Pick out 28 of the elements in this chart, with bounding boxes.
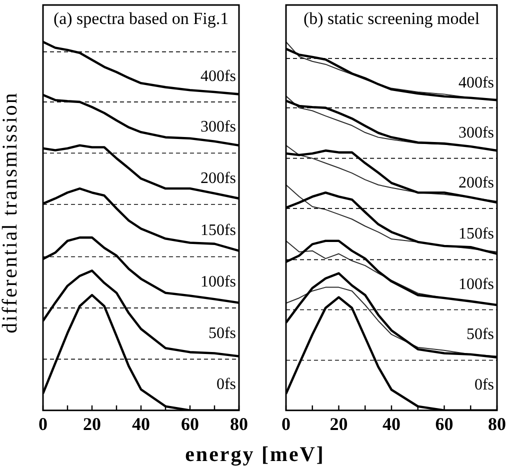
annotation: 300fs [458, 124, 494, 142]
x-tick-label: 20 [83, 414, 101, 434]
annotation: 0fs [216, 376, 236, 393]
chart-title: (b) static screening model [303, 8, 480, 28]
x-tick-label: 80 [230, 414, 248, 434]
annotation: 50fs [466, 326, 494, 344]
annotation: 300fs [200, 118, 236, 136]
x-tick-label: 40 [382, 414, 400, 434]
annotation: 400fs [200, 68, 236, 86]
annotation: 100fs [200, 274, 236, 291]
annotation: 50fs [208, 324, 236, 342]
x-tick-label: 80 [488, 414, 506, 434]
x-tick-label: 60 [181, 414, 199, 434]
x-tick-label: 60 [435, 414, 454, 434]
annotation: 150fs [200, 222, 236, 239]
y-axis-title: differential transmission [0, 90, 22, 336]
x-tick-label: 0 [38, 414, 48, 434]
annotation: 400fs [458, 74, 494, 92]
chart-title: (a) spectra based on Fig.1 [53, 8, 229, 28]
annotation: 100fs [458, 276, 494, 293]
annotation: 200fs [458, 174, 494, 192]
x-tick-label: 20 [330, 414, 348, 434]
annotation: 0fs [474, 376, 494, 394]
annotation: 150fs [458, 225, 494, 242]
x-axis-title: energy [meV] [184, 442, 326, 467]
annotation: 200fs [200, 170, 236, 187]
x-tick-label: 0 [282, 414, 290, 434]
x-tick-label: 40 [132, 414, 150, 434]
